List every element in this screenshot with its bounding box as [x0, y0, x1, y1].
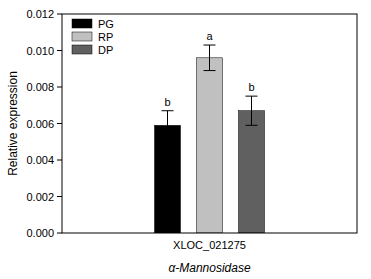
error-line — [209, 45, 210, 71]
y-tick — [57, 160, 62, 161]
significance-letter: b — [164, 96, 170, 108]
legend-swatch — [72, 32, 92, 41]
x-axis-label: α-Mannosidase — [168, 261, 251, 275]
y-tick-label: 0.002 — [26, 191, 54, 203]
bars — [155, 45, 265, 233]
error-line — [251, 96, 252, 125]
bar — [155, 125, 181, 233]
error-cap — [246, 96, 258, 97]
error-bar — [162, 111, 174, 140]
y-tick-label: 0.012 — [26, 8, 54, 20]
error-cap — [162, 110, 174, 111]
y-tick-label: 0.008 — [26, 81, 54, 93]
y-tick — [57, 233, 62, 234]
y-axis-label: Relative expression — [6, 71, 20, 176]
annotations: b a b — [164, 30, 254, 108]
y-tick-label: 0.006 — [26, 118, 54, 130]
error-cap — [162, 139, 174, 140]
error-cap — [246, 125, 258, 126]
y-tick-label: 0.010 — [26, 45, 54, 57]
y-tick — [57, 196, 62, 197]
error-bar — [204, 45, 216, 71]
y-tick — [57, 14, 62, 15]
error-bar — [246, 96, 258, 125]
y-tick — [57, 87, 62, 88]
y-tick — [57, 50, 62, 51]
bar — [239, 111, 265, 233]
legend-label: DP — [98, 44, 113, 56]
y-tick — [57, 123, 62, 124]
y-tick-label: 0.004 — [26, 154, 54, 166]
y-tick-label: 0.000 — [26, 227, 54, 239]
x-tick-label: XLOC_021275 — [173, 239, 246, 251]
plot-frame — [62, 14, 357, 233]
legend-swatch — [72, 19, 92, 28]
legend-label: PG — [98, 18, 114, 30]
error-line — [167, 111, 168, 140]
bar — [197, 58, 223, 233]
legend-label: RP — [98, 31, 113, 43]
chart: 0.000 0.002 0.004 0.006 0.008 0.010 0.012 Relat… — [0, 0, 371, 279]
legend-swatch — [72, 45, 92, 54]
error-cap — [204, 70, 216, 71]
significance-letter: a — [206, 30, 213, 42]
legend: PGRPDP — [72, 18, 114, 56]
significance-letter: b — [248, 81, 254, 93]
error-cap — [204, 45, 216, 46]
